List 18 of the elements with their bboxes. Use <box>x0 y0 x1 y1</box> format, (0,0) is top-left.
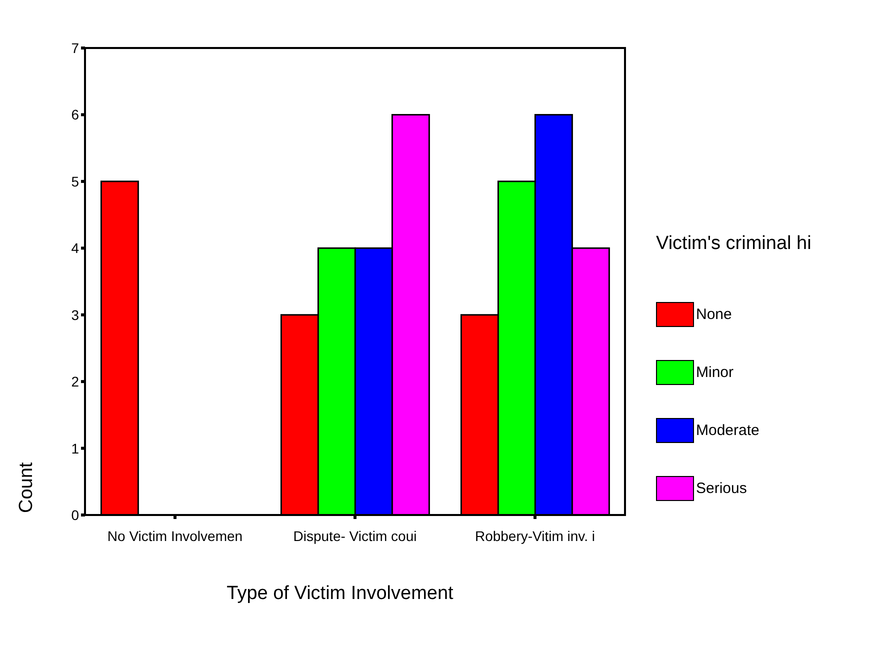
y-tick-label: 0 <box>71 506 80 523</box>
x-tick-label: Dispute- Victim coui <box>293 528 417 544</box>
y-tick-label: 4 <box>71 240 80 256</box>
legend-label: Moderate <box>695 420 760 440</box>
x-tick-label: Robbery-Vitim inv. i <box>474 528 596 544</box>
legend-label: Minor <box>695 362 735 382</box>
y-tick-label: 2 <box>71 374 80 390</box>
legend-title: Victim's criminal hi <box>656 233 812 255</box>
y-axis-title: Count <box>16 462 38 513</box>
legend-label: Serious <box>695 478 748 498</box>
y-tick-label: 3 <box>71 306 80 323</box>
y-tick-label: 1 <box>71 440 80 456</box>
x-tick-label: No Victim Involvemen <box>107 528 243 544</box>
y-tick-label: 6 <box>71 106 80 123</box>
y-tick-label: 7 <box>71 40 80 56</box>
y-tick-label: 5 <box>71 173 80 190</box>
x-axis-title: Type of Victim Involvement <box>226 583 454 605</box>
legend-label: None <box>695 304 733 324</box>
